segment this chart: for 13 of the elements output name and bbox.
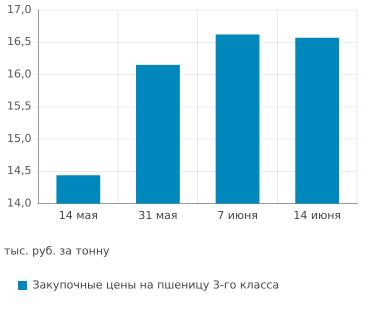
y-tick-label: 17,0 xyxy=(6,2,32,16)
y-tick-label: 15,5 xyxy=(6,100,32,113)
y-tick-label: 14,5 xyxy=(6,164,32,178)
x-tick-label: 7 июня xyxy=(217,209,258,222)
x-tick-label: 14 июня xyxy=(293,209,342,222)
y-tick-label: 16,0 xyxy=(6,67,32,80)
legend-label: Закупочные цены на пшеницу 3-го класса xyxy=(32,278,280,292)
y-axis-title: тыс. руб. за тонну xyxy=(4,244,110,258)
x-tick-label: 31 мая xyxy=(138,209,178,222)
y-tick-label: 14,0 xyxy=(6,196,32,210)
x-tick-label: 14 мая xyxy=(58,209,98,222)
y-tick-label: 16,5 xyxy=(6,35,32,48)
y-tick-label: 15,0 xyxy=(6,132,32,145)
